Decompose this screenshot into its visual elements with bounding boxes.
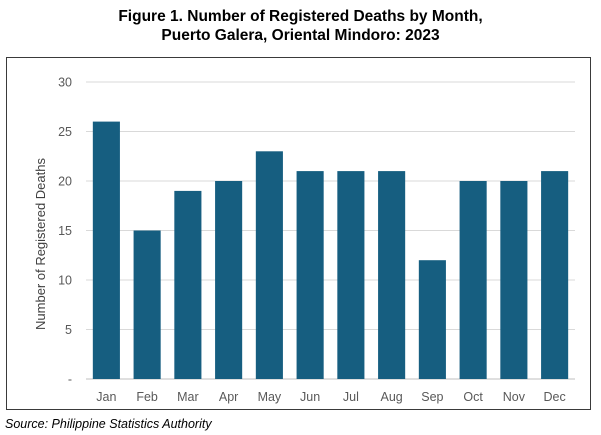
chart-title: Figure 1. Number of Registered Deaths by… xyxy=(0,7,601,45)
bar-nov xyxy=(500,181,528,379)
x-tick-label: Mar xyxy=(177,390,199,404)
bar-jul xyxy=(337,171,365,379)
chart-frame xyxy=(6,57,591,410)
bar-aug xyxy=(378,171,406,379)
bar-may xyxy=(255,151,283,379)
x-tick-label: Aug xyxy=(381,390,403,404)
y-tick-label: 10 xyxy=(58,274,72,288)
y-tick-label: 20 xyxy=(58,175,72,189)
x-tick-label: Jun xyxy=(300,390,320,404)
y-tick-label: 30 xyxy=(58,76,72,90)
y-tick-label: - xyxy=(68,373,72,387)
x-tick-label: Dec xyxy=(544,390,566,404)
bar-feb xyxy=(133,230,161,379)
x-tick-label: Sep xyxy=(421,390,443,404)
bar-dec xyxy=(541,171,569,379)
x-tick-label: Jan xyxy=(96,390,116,404)
x-tick-label: Jul xyxy=(343,390,359,404)
x-axis-ticks: Jan Feb Mar Apr May Jun Jul Aug Sep Oct Nov Dec xyxy=(96,390,565,404)
x-tick-label: Apr xyxy=(219,390,238,404)
bar-jan xyxy=(92,121,120,379)
y-tick-label: 15 xyxy=(58,224,72,238)
bar-apr xyxy=(215,181,243,379)
y-axis-title: Number of Registered Deaths xyxy=(33,158,48,330)
x-tick-label: May xyxy=(258,390,282,404)
bar-jun xyxy=(296,171,324,379)
y-tick-label: 25 xyxy=(58,125,72,139)
bars xyxy=(92,121,569,379)
x-tick-label: Nov xyxy=(503,390,526,404)
gridlines xyxy=(86,81,575,380)
source-note: Source: Philippine Statistics Authority xyxy=(5,417,212,431)
chart-title-line-1: Figure 1. Number of Registered Deaths by… xyxy=(118,8,483,25)
y-axis-ticks: - 5 10 15 20 25 30 xyxy=(58,76,72,387)
chart-title-line-2: Puerto Galera, Oriental Mindoro: 2023 xyxy=(161,27,440,44)
x-tick-label: Oct xyxy=(463,390,483,404)
bar-mar xyxy=(174,190,202,379)
y-tick-label: 5 xyxy=(65,323,72,337)
bar-oct xyxy=(459,181,487,379)
bar-sep xyxy=(418,260,446,379)
x-tick-label: Feb xyxy=(136,390,158,404)
